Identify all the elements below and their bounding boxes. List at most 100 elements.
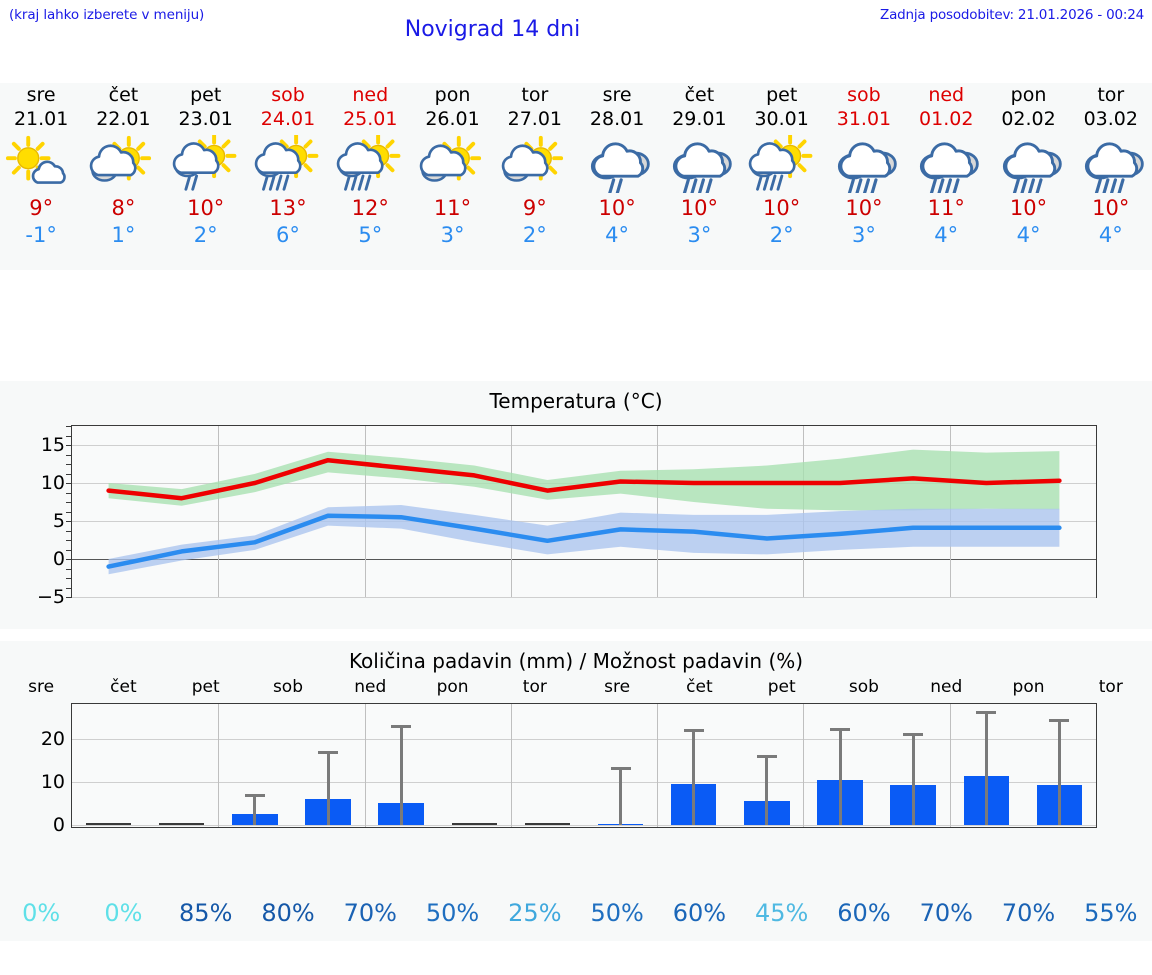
sun-small-cloud-icon [4, 133, 78, 195]
sun-cloud-rain-4-icon [333, 133, 407, 195]
forecast-day-column[interactable]: tor 27.01 9° 2° [494, 83, 576, 270]
forecast-day-column[interactable]: pon 02.02 10° 4° [987, 83, 1069, 270]
temperature-y-minor-tick [66, 511, 72, 513]
temperature-y-minor-tick [66, 473, 72, 475]
precipitation-bar[interactable] [159, 822, 205, 825]
day-of-week: ned [352, 84, 389, 106]
day-max-temp: 8° [111, 196, 136, 220]
temperature-y-minor-tick [66, 559, 72, 560]
precipitation-probability: 70% [1001, 899, 1056, 927]
forecast-day-column[interactable]: ned 25.01 12° 5° [329, 83, 411, 270]
cloud-rain-4-icon [827, 133, 901, 195]
day-min-temp: 6° [276, 223, 300, 247]
day-of-week: sob [847, 84, 881, 106]
cloud-rain-2-icon [580, 133, 654, 195]
day-min-temp: 4° [1098, 223, 1123, 247]
temperature-plot: −5 0 5 10 15 [37, 425, 1097, 608]
temperature-y-minor-tick [66, 445, 72, 446]
day-date: 27.01 [507, 108, 563, 130]
day-min-temp: 5° [358, 223, 383, 247]
forecast-day-column[interactable]: sob 24.01 13° 6° [247, 83, 329, 270]
forecast-day-column[interactable]: čet 22.01 8° 1° [82, 83, 164, 270]
day-of-week: pet [766, 84, 798, 106]
temperature-vertical-gridline [510, 426, 512, 597]
day-max-temp: 12° [351, 196, 389, 220]
day-date: 28.01 [589, 108, 645, 130]
temperature-line [106, 513, 1062, 569]
precipitation-plot: 0 10 20 [41, 703, 1097, 836]
temperature-y-tick: 15 [40, 434, 65, 456]
sun-cloud-icon [416, 133, 490, 195]
precipitation-probability: 0% [22, 899, 61, 927]
precipitation-day-label: ned [930, 677, 963, 697]
precipitation-gridline [72, 781, 1096, 783]
day-min-temp: 3° [440, 223, 465, 247]
temperature-y-minor-tick [66, 492, 72, 494]
sun-cloud-icon [498, 133, 572, 195]
precipitation-probability: 55% [1084, 899, 1138, 927]
day-date: 21.01 [13, 108, 69, 130]
temperature-gridline [72, 597, 1096, 598]
forecast-day-column[interactable]: ned 01.02 11° 4° [905, 83, 987, 270]
day-date: 26.01 [425, 108, 480, 130]
day-max-temp: 10° [763, 196, 801, 220]
day-date: 31.01 [836, 108, 892, 130]
precipitation-vertical-gridline [364, 704, 366, 827]
precipitation-whisker-cap [683, 729, 704, 733]
day-min-temp: 4° [934, 223, 959, 247]
day-max-temp: 11° [433, 196, 472, 220]
day-min-temp: 2° [522, 223, 547, 247]
precipitation-day-label: čet [686, 677, 713, 697]
sun-cloud-rain-2-icon [169, 133, 243, 195]
forecast-day-column[interactable]: čet 29.01 10° 3° [658, 83, 740, 270]
temperature-gridline [72, 559, 1096, 560]
day-date: 01.02 [919, 108, 974, 130]
temperature-y-minor-tick [66, 426, 72, 427]
cloud-rain-4-icon [1074, 133, 1148, 195]
day-max-temp: 10° [1009, 196, 1048, 220]
precipitation-day-label: sob [272, 677, 304, 697]
temperature-y-tick: 5 [52, 510, 65, 532]
menu-hint: (kraj lahko izberete v meniju) [9, 7, 205, 23]
precipitation-whisker [765, 755, 769, 825]
precipitation-bar[interactable] [85, 822, 132, 825]
precipitation-day-label: ned [354, 677, 387, 697]
precipitation-whisker-cap [244, 794, 265, 798]
temperature-y-minor-tick [66, 483, 72, 484]
precipitation-whisker [838, 728, 842, 825]
temperature-y-minor-tick [66, 464, 72, 465]
sun-cloud-icon [86, 133, 160, 195]
temperature-vertical-gridline [803, 426, 805, 597]
precipitation-whisker [692, 729, 696, 825]
temperature-vertical-gridline [657, 426, 659, 597]
precipitation-whisker-cap [610, 767, 631, 771]
precipitation-bar[interactable] [524, 822, 571, 825]
day-date: 03.02 [1083, 108, 1138, 130]
day-date: 29.01 [672, 108, 727, 130]
precipitation-whisker [984, 711, 988, 825]
forecast-day-column[interactable]: pet 23.01 10° 2° [165, 83, 247, 270]
forecast-day-column[interactable]: sre 21.01 9° -1° [0, 83, 82, 270]
forecast-day-column[interactable]: tor 03.02 10° 4° [1070, 83, 1152, 270]
precipitation-probability: 50% [590, 899, 644, 927]
temperature-y-minor-tick [66, 530, 72, 532]
temperature-y-minor-tick [66, 597, 72, 598]
forecast-day-column[interactable]: pet 30.01 10° 2° [741, 83, 823, 270]
day-max-temp: 10° [680, 196, 718, 220]
day-of-week: pon [434, 84, 471, 106]
temperature-y-minor-tick [66, 587, 72, 589]
forecast-day-column[interactable]: sob 31.01 10° 3° [823, 83, 905, 270]
precipitation-gridline [72, 824, 1096, 826]
precipitation-whisker-cap [756, 755, 777, 759]
precipitation-whisker-cap [391, 725, 412, 729]
sun-cloud-rain-4-icon [745, 133, 819, 195]
precipitation-probability: 0% [104, 899, 143, 927]
forecast-day-column[interactable]: sre 28.01 10° 4° [576, 83, 658, 270]
day-date: 25.01 [343, 108, 398, 130]
temperature-y-minor-tick [66, 454, 72, 456]
precipitation-whisker [619, 767, 623, 825]
precipitation-whisker [399, 725, 403, 825]
precipitation-vertical-gridline [949, 704, 951, 827]
precipitation-bar[interactable] [451, 822, 497, 825]
forecast-day-column[interactable]: pon 26.01 11° 3° [411, 83, 493, 270]
